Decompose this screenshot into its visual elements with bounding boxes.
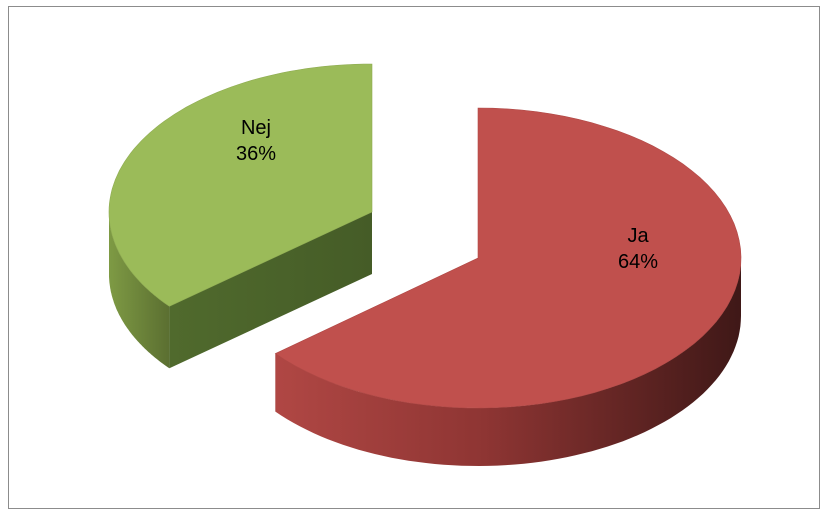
slice-side-ja	[275, 258, 741, 466]
slice-value-label-nej: 36%	[236, 143, 276, 165]
slice-label-nej: Nej	[241, 117, 271, 139]
slice-label-ja: Ja	[627, 225, 649, 247]
slice-ja	[274, 107, 742, 409]
slice-side-nej	[109, 212, 170, 369]
slice-nej	[108, 63, 373, 307]
slice-cut-face-nej-1	[169, 212, 372, 369]
slice-value-label-ja: 64%	[618, 251, 658, 273]
